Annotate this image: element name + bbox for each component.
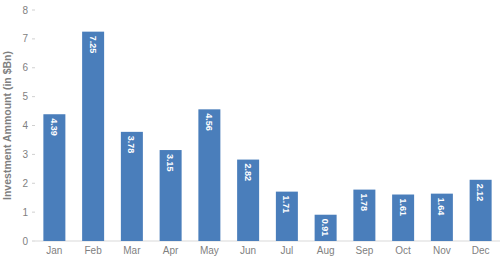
x-tick-label: Mar <box>123 245 141 256</box>
y-tick <box>32 38 35 39</box>
x-tick-label: Dec <box>472 245 490 256</box>
y-tick <box>32 96 35 97</box>
y-tick-label: 4 <box>22 120 28 131</box>
data-label: 1.78 <box>359 194 369 212</box>
data-label: 1.71 <box>281 196 291 214</box>
y-tick-label: 3 <box>22 149 28 160</box>
y-axis-label: Investment Ammount (in $Bn) <box>1 51 13 200</box>
bar <box>353 190 375 241</box>
bars <box>43 32 491 241</box>
bar <box>82 32 104 241</box>
y-tick <box>32 241 35 242</box>
y-tick <box>32 154 35 155</box>
bar <box>43 114 65 241</box>
bar <box>237 160 259 241</box>
bar <box>276 192 298 241</box>
x-tick-label: Aug <box>317 245 335 256</box>
data-label: 3.15 <box>165 154 175 172</box>
y-tick-label: 0 <box>22 236 28 247</box>
x-tick-label: Apr <box>163 245 179 256</box>
y-tick <box>32 183 35 184</box>
x-tick-label: Nov <box>433 245 451 256</box>
chart: 0 1 2 3 4 5 6 7 8 Investment Ammount (in $Bn) 4.39… <box>0 0 500 258</box>
x-tick-label: Jan <box>46 245 62 256</box>
bar <box>121 132 143 241</box>
data-label: 3.78 <box>126 136 136 154</box>
y-tick-label: 6 <box>22 62 28 73</box>
bar <box>315 215 337 241</box>
bar <box>392 195 414 241</box>
x-tick-label: Sep <box>355 245 373 256</box>
y-tick-label: 2 <box>22 178 28 189</box>
data-label: 4.56 <box>204 113 214 131</box>
data-label: 7.25 <box>88 36 98 54</box>
x-tick-label: Jul <box>280 245 293 256</box>
data-labels: 4.39 7.25 3.78 3.15 4.56 2.82 1.71 0.91 1.78 1.61… <box>49 36 485 237</box>
bar <box>198 109 220 241</box>
x-axis-line <box>35 241 500 242</box>
y-tick <box>32 10 35 11</box>
y-tick-label: 5 <box>22 91 28 102</box>
data-label: 2.82 <box>243 164 253 182</box>
y-tick-label: 7 <box>22 33 28 44</box>
y-tick <box>32 125 35 126</box>
bar <box>431 194 453 241</box>
data-label: 2.12 <box>475 184 485 202</box>
x-tick-label: Jun <box>240 245 256 256</box>
data-label: 1.64 <box>436 198 446 216</box>
x-tick-label: Feb <box>85 245 103 256</box>
data-label: 4.39 <box>49 118 59 136</box>
y-tick <box>32 212 35 213</box>
x-tick-label: Oct <box>395 245 411 256</box>
y-tick-label: 1 <box>22 207 28 218</box>
data-label: 0.91 <box>320 219 330 237</box>
y-tick-label: 8 <box>22 5 28 16</box>
data-label: 1.61 <box>398 199 408 217</box>
bar <box>160 150 182 241</box>
bar <box>470 180 492 241</box>
x-tick-label: May <box>200 245 219 256</box>
y-tick <box>32 67 35 68</box>
